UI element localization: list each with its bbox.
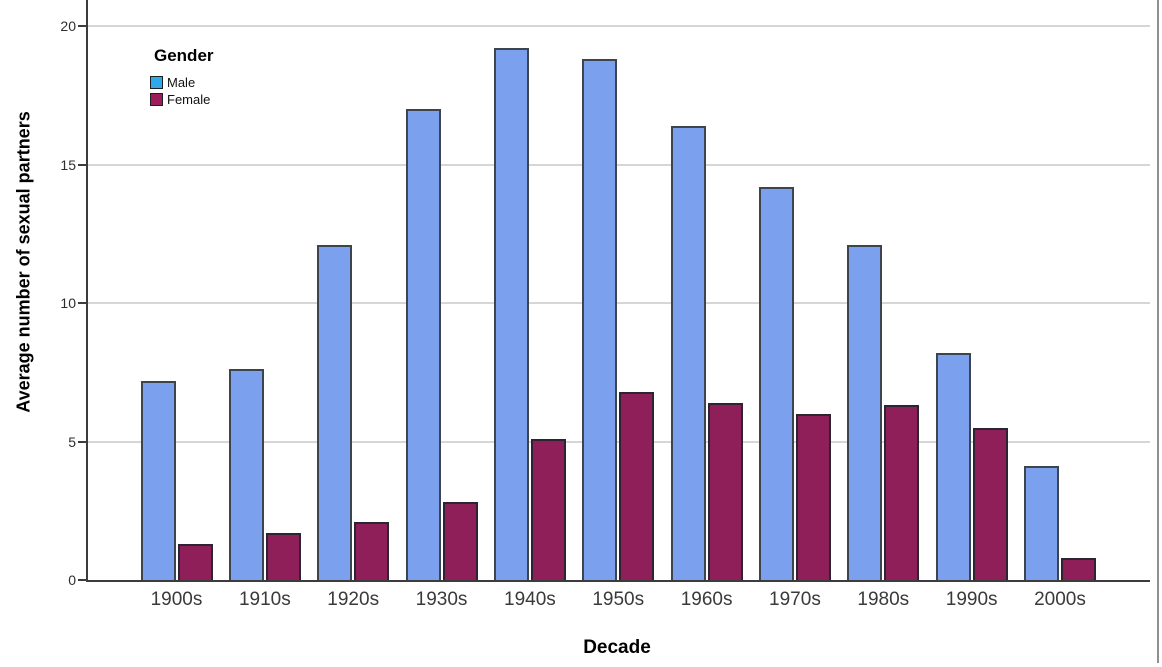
y-tick-mark <box>78 25 86 27</box>
bar-male-1910s <box>228 369 264 580</box>
bar-male-1930s <box>405 109 441 580</box>
bar-female-1960s <box>707 403 743 580</box>
y-tick-label: 10 <box>60 295 76 311</box>
y-tick-label: 20 <box>60 18 76 34</box>
bar-male-2000s <box>1024 466 1059 580</box>
bar-female-1920s <box>354 522 390 580</box>
x-tick-label: 2000s <box>1034 589 1086 610</box>
y-axis-title: Average number of sexual partners <box>13 111 34 413</box>
bar-male-1980s <box>847 245 883 580</box>
y-tick-mark <box>78 163 86 166</box>
x-tick-label: 1940s <box>504 589 556 610</box>
legend-label-female: Female <box>167 92 211 107</box>
bar-female-1910s <box>265 533 301 580</box>
bar-female-1980s <box>884 405 920 580</box>
x-tick-label: 1950s <box>592 589 645 610</box>
x-axis-title: Decade <box>583 637 651 658</box>
bar-female-1970s <box>795 414 831 580</box>
y-tick-label: 5 <box>68 433 76 450</box>
bar-male-1990s <box>935 353 971 580</box>
bar-female-1950s <box>619 392 655 580</box>
bar-female-1900s <box>177 544 213 580</box>
x-tick-label: 1970s <box>769 589 821 610</box>
chart-outer-border <box>1157 0 1159 663</box>
gridline-15 <box>86 163 1150 166</box>
legend-title: Gender <box>154 46 214 65</box>
bar-female-1940s <box>530 439 566 580</box>
bar-male-1960s <box>670 126 706 580</box>
bar-female-1990s <box>972 428 1008 580</box>
x-axis-line <box>86 580 1150 582</box>
bar-male-1970s <box>758 187 794 580</box>
x-tick-label: 1900s <box>150 589 203 610</box>
legend-label-male: Male <box>167 75 196 90</box>
legend-item-female: Female <box>150 91 214 108</box>
y-tick-mark <box>78 302 86 304</box>
x-tick-label: 1920s <box>327 589 380 610</box>
gridline-20 <box>86 25 1150 27</box>
legend: Gender Male Female <box>150 46 214 108</box>
y-tick-mark <box>78 579 86 581</box>
bar-male-1940s <box>493 48 529 580</box>
y-tick-label: 15 <box>60 156 76 173</box>
y-tick-mark <box>78 440 86 443</box>
gridline-10 <box>86 302 1150 304</box>
bar-female-2000s <box>1061 558 1096 580</box>
x-tick-label: 1930s <box>415 589 468 610</box>
y-tick-label: 0 <box>68 572 76 588</box>
x-tick-label: 1960s <box>680 589 733 610</box>
gridline-5 <box>86 440 1150 443</box>
male-swatch-icon <box>150 76 163 89</box>
bar-male-1900s <box>140 381 176 580</box>
female-swatch-icon <box>150 93 163 106</box>
bar-female-1930s <box>442 502 478 580</box>
x-tick-label: 1910s <box>238 589 291 610</box>
bar-male-1920s <box>317 245 353 580</box>
y-axis-line <box>86 0 88 582</box>
bar-male-1950s <box>582 59 618 580</box>
x-tick-label: 1980s <box>857 589 910 610</box>
legend-item-male: Male <box>150 74 214 91</box>
x-tick-label: 1990s <box>945 589 998 610</box>
